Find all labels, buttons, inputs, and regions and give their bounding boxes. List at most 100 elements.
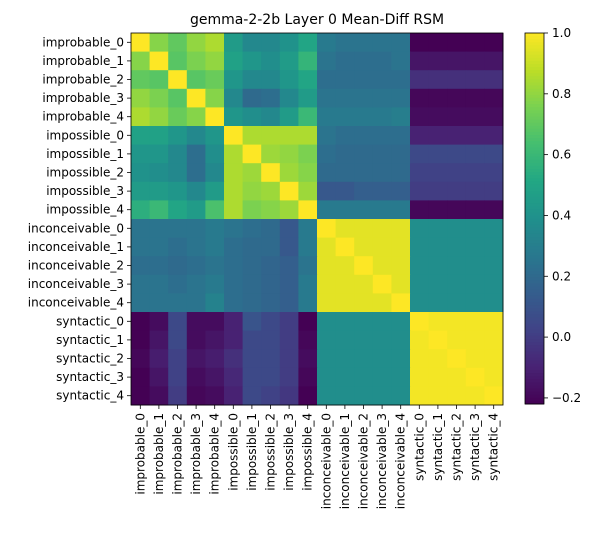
heatmap-cell: [131, 200, 151, 220]
column-labels: improbable_0 improbable_1 improbable_2 impr…: [133, 405, 501, 509]
heatmap-cell: [149, 163, 169, 183]
heatmap-cell: [410, 33, 430, 53]
heatmap-cell: [447, 349, 467, 369]
row-labels: improbable_0 improbable_1 improbable_2impr…: [28, 35, 131, 403]
heatmap-cell: [242, 126, 262, 146]
heatmap-cell: [465, 312, 485, 332]
column-label: syntactic_3: [468, 413, 482, 481]
heatmap-cell: [298, 367, 318, 387]
colorbar-segment: [525, 233, 544, 238]
heatmap-cell: [317, 163, 337, 183]
colorbar-segment: [525, 267, 544, 272]
heatmap-cell: [428, 237, 448, 257]
colorbar-segment: [525, 203, 544, 207]
heatmap-cell: [372, 126, 392, 146]
heatmap-cell: [224, 33, 244, 53]
heatmap-cell: [279, 312, 299, 332]
heatmap-cell: [131, 163, 151, 183]
heatmap-cell: [391, 293, 411, 313]
heatmap-cell: [410, 219, 430, 239]
heatmap-cell: [335, 126, 355, 146]
heatmap-cell: [372, 330, 392, 350]
colorbar-segment: [525, 125, 544, 130]
heatmap-cell: [279, 349, 299, 369]
colorbar-segment: [525, 339, 544, 343]
heatmap-cell: [372, 274, 392, 294]
heatmap-cell: [335, 330, 355, 350]
colorbar-segment: [525, 376, 544, 380]
heatmap-cell: [242, 144, 262, 164]
heatmap-cell: [261, 70, 281, 90]
heatmap-cell: [205, 349, 225, 369]
heatmap-cell: [131, 237, 151, 257]
heatmap-cell: [484, 144, 504, 164]
row-label: inconceivable_4: [28, 296, 124, 310]
heatmap-cell: [205, 200, 225, 220]
heatmap-cell: [335, 367, 355, 387]
heatmap-cell: [372, 349, 392, 369]
heatmap-cell: [298, 330, 318, 350]
row-label: improbable_0: [42, 35, 124, 49]
heatmap-cell: [428, 70, 448, 90]
heatmap-cell: [279, 386, 299, 406]
heatmap-cell: [186, 256, 206, 276]
heatmap-cell: [410, 200, 430, 220]
heatmap-cell: [317, 349, 337, 369]
heatmap-cell: [428, 51, 448, 71]
heatmap-cell: [186, 144, 206, 164]
heatmap-cell: [317, 51, 337, 71]
heatmap-cell: [224, 126, 244, 146]
heatmap-cell: [205, 70, 225, 90]
heatmap-cell: [372, 70, 392, 90]
heatmap-cell: [168, 33, 188, 53]
heatmap-cell: [279, 274, 299, 294]
colorbar-segment: [525, 240, 544, 244]
heatmap-cell: [317, 144, 337, 164]
heatmap-cell: [410, 312, 430, 332]
heatmap-cell: [447, 70, 467, 90]
heatmap-cell: [168, 107, 188, 127]
heatmap-cell: [242, 107, 262, 127]
heatmap-cell: [484, 126, 504, 146]
colorbar-segment: [525, 48, 544, 53]
heatmap-cell: [428, 349, 448, 369]
heatmap-cell: [428, 107, 448, 127]
colorbar-segment: [525, 255, 544, 260]
heatmap-cell: [279, 219, 299, 239]
colorbar-segment: [525, 82, 544, 87]
row-label: improbable_2: [42, 73, 124, 87]
heatmap-cell: [391, 349, 411, 369]
heatmap-cell: [242, 237, 262, 257]
heatmap-cell: [354, 312, 374, 332]
chart-title: gemma-2-2b Layer 0 Mean-Diff RSM: [190, 12, 444, 28]
heatmap-cell: [168, 219, 188, 239]
row-label: inconceivable_1: [28, 240, 124, 254]
heatmap-cell: [391, 126, 411, 146]
heatmap-cell: [186, 51, 206, 71]
colorbar-segment: [525, 369, 544, 374]
heatmap-cell: [484, 51, 504, 71]
heatmap-cell: [372, 293, 392, 313]
heatmap-cell: [410, 70, 430, 90]
heatmap-cell: [447, 33, 467, 53]
colorbar-segment: [525, 345, 544, 349]
heatmap-cell: [186, 107, 206, 127]
heatmap-cell: [168, 126, 188, 146]
row-label: improbable_3: [42, 91, 124, 105]
colorbar-tick-label: 0.4: [552, 208, 571, 222]
heatmap-cell: [465, 163, 485, 183]
heatmap-cell: [428, 126, 448, 146]
heatmap-cell: [279, 107, 299, 127]
colorbar-tick-label: 0.6: [552, 148, 571, 162]
colorbar-frame: [524, 32, 545, 405]
heatmap-cell: [447, 163, 467, 183]
heatmap-cell: [149, 107, 169, 127]
heatmap-cell: [354, 386, 374, 406]
heatmap-cell: [391, 237, 411, 257]
column-label: improbable_3: [189, 413, 203, 495]
heatmap-cell: [168, 88, 188, 108]
heatmap-cell: [186, 367, 206, 387]
heatmap-cell: [149, 367, 169, 387]
heatmap-cell: [335, 349, 355, 369]
heatmap-cell: [298, 107, 318, 127]
